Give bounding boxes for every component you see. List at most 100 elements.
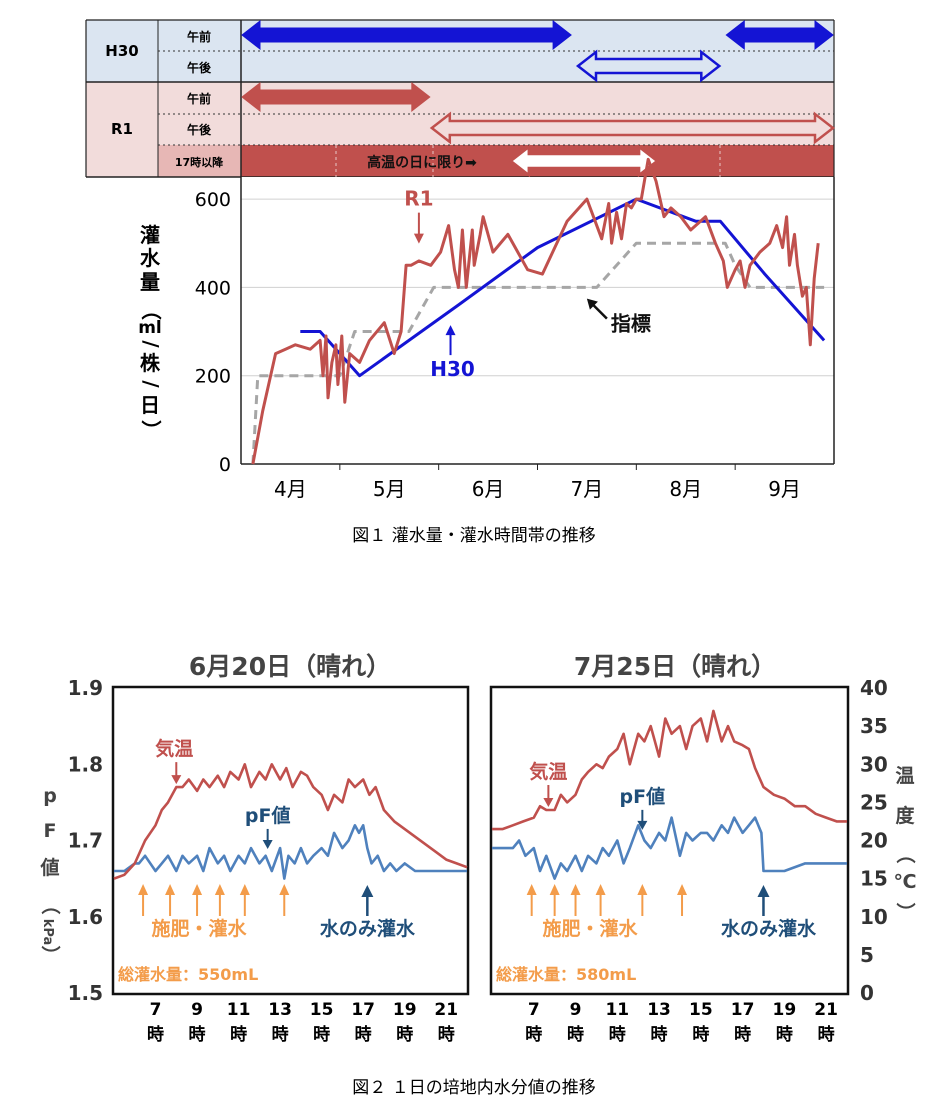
fertigation-arrowhead	[549, 884, 560, 895]
pf-series-line	[114, 823, 467, 880]
pf-chart-june: 6月20日（晴れ） 7 時 9 時 11 時 13 時 15 時 17 時 19 時 21 時 施肥・灌水 水のみ…	[111, 652, 470, 1045]
pf-annotation: pF値	[620, 786, 666, 808]
pf-annotation: pF値	[245, 805, 291, 827]
pf-y-axis-label-char: p	[43, 785, 57, 807]
june-chart-title: 6月20日（晴れ）	[189, 652, 391, 681]
x-tick-label: 9	[570, 1000, 582, 1020]
x-tick-unit: 時	[438, 1024, 455, 1045]
y-tick-label: 400	[195, 277, 231, 299]
schedule-bars	[241, 19, 836, 178]
x-tick-label: 15	[689, 1000, 713, 1020]
x-tick-unit: 時	[692, 1024, 709, 1045]
y-axis-label-char: （	[139, 300, 163, 320]
x-tick-label: 21	[434, 1000, 458, 1020]
figure2-caption: 図２ １日の培地内水分値の推移	[352, 1078, 595, 1098]
fertigation-arrowhead	[595, 884, 606, 895]
x-tick-label: 15	[310, 1000, 334, 1020]
schedule-arrow	[241, 81, 431, 113]
temperature-series-line	[492, 709, 847, 831]
x-tick-label: 7	[150, 1000, 162, 1020]
pf-chart-july: 7月25日（晴れ） 7 時 9 時 11 時 13 時 15 時 17 時 19 時 21 時 施肥・灌水 水のみ…	[489, 652, 850, 1045]
fertigation-arrowhead	[570, 884, 581, 895]
x-tick-unit: 時	[818, 1024, 835, 1045]
water-only-arrowhead	[757, 885, 770, 897]
temp-y-axis-label-char: ）	[894, 902, 917, 921]
r1-evening-label-background	[158, 145, 241, 177]
row-label-h30-pm: 午後	[187, 60, 212, 75]
y-tick-label: 600	[195, 189, 231, 211]
x-tick-unit: 時	[396, 1024, 413, 1045]
x-tick-unit: 時	[230, 1024, 247, 1045]
x-tick-unit: 時	[147, 1024, 164, 1045]
pf-y-axis-label-char: ）	[39, 945, 62, 964]
x-tick-unit: 時	[525, 1024, 542, 1045]
annotation-h30: H30	[430, 357, 475, 381]
x-tick-label: 11	[227, 1000, 251, 1020]
fertigation-arrowhead	[214, 884, 225, 895]
y-axis-label-char: 水	[140, 246, 161, 270]
month-label: 4月	[274, 477, 307, 501]
y-tick-label: 0	[219, 454, 231, 476]
x-tick-label: 19	[773, 1000, 797, 1020]
x-tick-label: 13	[268, 1000, 292, 1020]
annotation-arrowhead-r1	[413, 233, 424, 244]
total-irrigation-label: 総灌水量：580mL	[496, 965, 636, 984]
annotation-arrowhead-index	[586, 298, 598, 310]
temperature-annotation-arrowhead	[171, 775, 182, 785]
x-tick-label: 11	[605, 1000, 629, 1020]
temp-y-axis-label-char: （	[894, 844, 917, 863]
pf-y-tick-label: 1.9	[68, 676, 103, 700]
temp-y-axis-label-char: ℃	[893, 871, 916, 893]
temp-y-tick-label: 30	[860, 752, 888, 776]
high-temp-note: 高温の日に限り➡	[367, 154, 477, 171]
x-tick-unit: 時	[567, 1024, 584, 1045]
pf-annotation-arrowhead	[637, 820, 648, 830]
x-tick-label: 17	[351, 1000, 375, 1020]
y-axis-label-char: /	[139, 380, 163, 388]
annotation-arrowhead-h30	[445, 325, 456, 336]
pf-y-axis-label-char: （	[39, 895, 62, 914]
x-tick-label: 19	[393, 1000, 417, 1020]
x-tick-label: 21	[814, 1000, 838, 1020]
fertigation-arrowhead	[165, 884, 176, 895]
x-tick-unit: 時	[272, 1024, 289, 1045]
temperature-annotation: 気温	[529, 760, 567, 783]
y-axis-label-char: 日	[140, 393, 160, 417]
schedule-arrow	[429, 111, 836, 145]
fertigation-arrowhead	[138, 884, 149, 895]
total-irrigation-label: 総灌水量：550mL	[118, 965, 258, 984]
x-tick-unit: 時	[355, 1024, 372, 1045]
pf-series-line	[492, 816, 847, 880]
row-label-r1-evening: 17時以降	[175, 155, 224, 169]
x-tick-unit: 時	[609, 1024, 626, 1045]
temperature-annotation: 気温	[155, 737, 193, 760]
row-label-r1-pm: 午後	[187, 122, 212, 137]
temp-y-tick-label: 25	[860, 790, 888, 814]
temperature-series-line	[113, 762, 468, 880]
fertigation-arrowhead	[192, 884, 203, 895]
x-tick-label: 7	[528, 1000, 540, 1020]
fertigation-label: 施肥・灌水	[542, 917, 638, 940]
pf-y-axis-label-char: F	[44, 820, 57, 842]
y-axis-label-char: 量	[140, 270, 160, 294]
temp-y-axis-label-char: 温	[895, 765, 914, 787]
y-axis-label-char: /	[139, 340, 163, 348]
x-tick-label: 17	[731, 1000, 755, 1020]
row-label-h30-am: 午前	[187, 29, 211, 44]
july-chart-title: 7月25日（晴れ）	[574, 652, 776, 681]
y-axis-label-char: 灌	[140, 223, 160, 247]
pf-y-tick-label: 1.8	[68, 752, 103, 776]
temp-y-tick-label: 10	[860, 905, 888, 929]
schedule-arrow	[725, 19, 834, 51]
water-only-label: 水のみ灌水	[320, 917, 416, 940]
month-label: 5月	[373, 477, 406, 501]
y-axis-label-char: ml	[138, 318, 162, 338]
pf-y-axis-label-char: kPa	[40, 919, 55, 946]
x-tick-unit: 時	[776, 1024, 793, 1045]
month-label: 7月	[571, 477, 604, 501]
month-label: 9月	[768, 477, 801, 501]
y-axis-label-char: ）	[139, 420, 163, 440]
fertigation-arrowhead	[637, 884, 648, 895]
temp-y-tick-label: 35	[860, 714, 888, 738]
